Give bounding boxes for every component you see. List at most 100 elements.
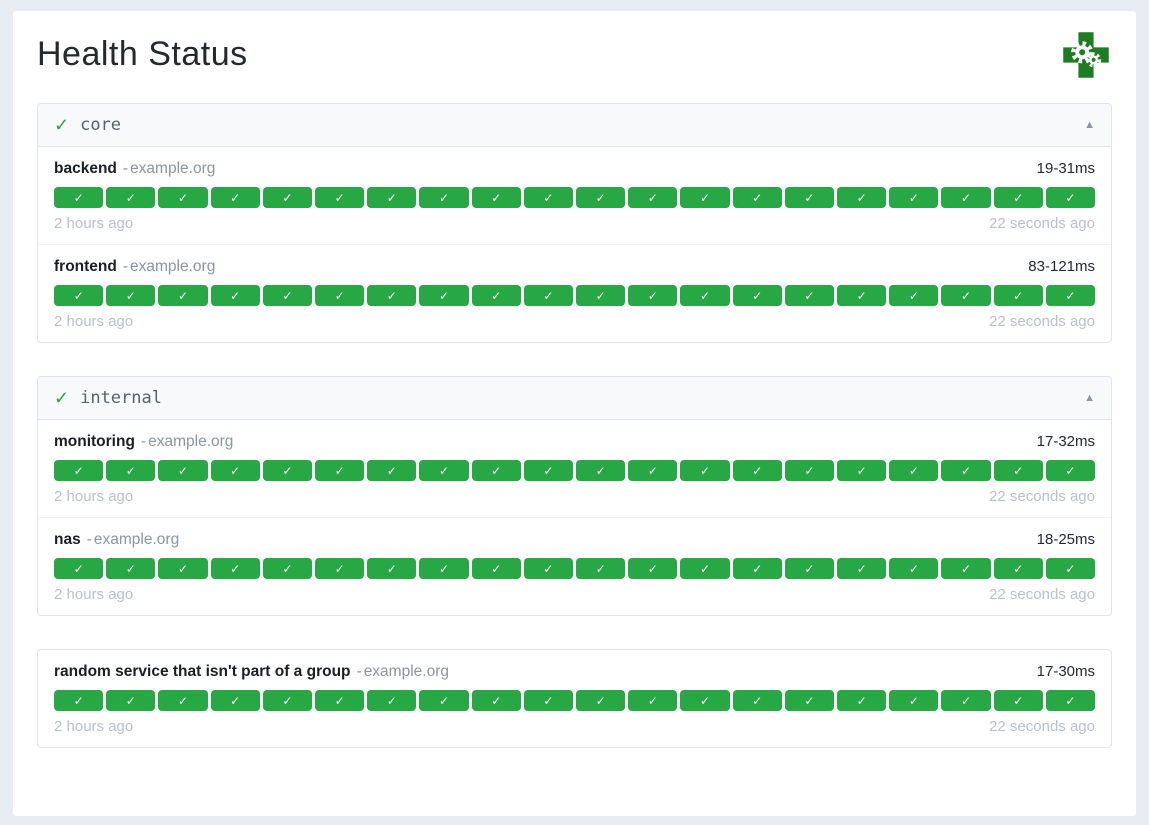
status-ok-badge[interactable]: ✓: [628, 558, 678, 579]
status-ok-badge[interactable]: ✓: [889, 285, 939, 306]
status-ok-badge[interactable]: ✓: [993, 690, 1043, 711]
status-ok-badge[interactable]: ✓: [732, 690, 782, 711]
status-ok-badge[interactable]: ✓: [419, 187, 469, 208]
status-ok-badge[interactable]: ✓: [1045, 690, 1096, 711]
status-ok-badge[interactable]: ✓: [889, 690, 939, 711]
status-ok-badge[interactable]: ✓: [941, 460, 991, 481]
status-ok-badge[interactable]: ✓: [576, 187, 626, 208]
status-ok-badge[interactable]: ✓: [54, 690, 104, 711]
group-header-core[interactable]: ✓ core ▲: [38, 104, 1111, 147]
status-ok-badge[interactable]: ✓: [315, 187, 365, 208]
status-ok-badge[interactable]: ✓: [367, 558, 417, 579]
endpoint-name-link[interactable]: backend: [54, 160, 117, 177]
status-ok-badge[interactable]: ✓: [837, 460, 887, 481]
status-ok-badge[interactable]: ✓: [471, 690, 521, 711]
status-ok-badge[interactable]: ✓: [419, 690, 469, 711]
status-ok-badge[interactable]: ✓: [419, 285, 469, 306]
status-ok-badge[interactable]: ✓: [315, 460, 365, 481]
status-ok-badge[interactable]: ✓: [1045, 285, 1096, 306]
status-ok-badge[interactable]: ✓: [993, 460, 1043, 481]
status-ok-badge[interactable]: ✓: [680, 460, 730, 481]
status-ok-badge[interactable]: ✓: [471, 187, 521, 208]
status-ok-badge[interactable]: ✓: [941, 285, 991, 306]
status-ok-badge[interactable]: ✓: [367, 460, 417, 481]
status-ok-badge[interactable]: ✓: [732, 460, 782, 481]
status-ok-badge[interactable]: ✓: [262, 558, 313, 579]
endpoint-name-link[interactable]: monitoring: [54, 433, 135, 450]
status-ok-badge[interactable]: ✓: [680, 187, 730, 208]
status-ok-badge[interactable]: ✓: [576, 285, 626, 306]
status-ok-badge[interactable]: ✓: [471, 558, 521, 579]
status-ok-badge[interactable]: ✓: [941, 690, 991, 711]
status-ok-badge[interactable]: ✓: [262, 285, 313, 306]
status-ok-badge[interactable]: ✓: [158, 558, 208, 579]
status-ok-badge[interactable]: ✓: [315, 285, 365, 306]
status-ok-badge[interactable]: ✓: [889, 460, 939, 481]
status-ok-badge[interactable]: ✓: [576, 460, 626, 481]
status-ok-badge[interactable]: ✓: [523, 690, 574, 711]
endpoint-name-link[interactable]: nas: [54, 531, 81, 548]
status-ok-badge[interactable]: ✓: [158, 690, 208, 711]
status-ok-badge[interactable]: ✓: [367, 690, 417, 711]
status-ok-badge[interactable]: ✓: [889, 558, 939, 579]
status-ok-badge[interactable]: ✓: [54, 187, 104, 208]
status-ok-badge[interactable]: ✓: [471, 285, 521, 306]
status-ok-badge[interactable]: ✓: [315, 690, 365, 711]
status-ok-badge[interactable]: ✓: [523, 187, 574, 208]
status-ok-badge[interactable]: ✓: [262, 690, 313, 711]
status-ok-badge[interactable]: ✓: [158, 187, 208, 208]
status-ok-badge[interactable]: ✓: [106, 285, 156, 306]
group-header-internal[interactable]: ✓ internal ▲: [38, 377, 1111, 420]
status-ok-badge[interactable]: ✓: [523, 460, 574, 481]
status-ok-badge[interactable]: ✓: [889, 187, 939, 208]
status-ok-badge[interactable]: ✓: [732, 187, 782, 208]
status-ok-badge[interactable]: ✓: [993, 285, 1043, 306]
status-ok-badge[interactable]: ✓: [576, 690, 626, 711]
status-ok-badge[interactable]: ✓: [628, 460, 678, 481]
status-ok-badge[interactable]: ✓: [419, 558, 469, 579]
status-ok-badge[interactable]: ✓: [210, 187, 260, 208]
status-ok-badge[interactable]: ✓: [1045, 187, 1096, 208]
endpoint-name-link[interactable]: random service that isn't part of a grou…: [54, 663, 351, 680]
status-ok-badge[interactable]: ✓: [106, 187, 156, 208]
status-ok-badge[interactable]: ✓: [262, 187, 313, 208]
status-ok-badge[interactable]: ✓: [523, 285, 574, 306]
status-ok-badge[interactable]: ✓: [680, 690, 730, 711]
status-ok-badge[interactable]: ✓: [367, 187, 417, 208]
endpoint-name-link[interactable]: frontend: [54, 258, 117, 275]
status-ok-badge[interactable]: ✓: [941, 187, 991, 208]
status-ok-badge[interactable]: ✓: [837, 558, 887, 579]
status-ok-badge[interactable]: ✓: [210, 558, 260, 579]
status-ok-badge[interactable]: ✓: [210, 285, 260, 306]
status-ok-badge[interactable]: ✓: [54, 558, 104, 579]
status-ok-badge[interactable]: ✓: [628, 285, 678, 306]
status-ok-badge[interactable]: ✓: [784, 285, 835, 306]
status-ok-badge[interactable]: ✓: [837, 690, 887, 711]
status-ok-badge[interactable]: ✓: [784, 558, 835, 579]
status-ok-badge[interactable]: ✓: [993, 558, 1043, 579]
status-ok-badge[interactable]: ✓: [784, 690, 835, 711]
status-ok-badge[interactable]: ✓: [993, 187, 1043, 208]
status-ok-badge[interactable]: ✓: [315, 558, 365, 579]
status-ok-badge[interactable]: ✓: [680, 285, 730, 306]
status-ok-badge[interactable]: ✓: [1045, 558, 1096, 579]
status-ok-badge[interactable]: ✓: [54, 460, 104, 481]
status-ok-badge[interactable]: ✓: [732, 558, 782, 579]
status-ok-badge[interactable]: ✓: [106, 460, 156, 481]
status-ok-badge[interactable]: ✓: [1045, 460, 1096, 481]
status-ok-badge[interactable]: ✓: [106, 558, 156, 579]
status-ok-badge[interactable]: ✓: [628, 187, 678, 208]
status-ok-badge[interactable]: ✓: [419, 460, 469, 481]
status-ok-badge[interactable]: ✓: [784, 187, 835, 208]
status-ok-badge[interactable]: ✓: [210, 690, 260, 711]
status-ok-badge[interactable]: ✓: [158, 460, 208, 481]
status-ok-badge[interactable]: ✓: [837, 187, 887, 208]
status-ok-badge[interactable]: ✓: [54, 285, 104, 306]
status-ok-badge[interactable]: ✓: [471, 460, 521, 481]
status-ok-badge[interactable]: ✓: [576, 558, 626, 579]
status-ok-badge[interactable]: ✓: [784, 460, 835, 481]
status-ok-badge[interactable]: ✓: [680, 558, 730, 579]
status-ok-badge[interactable]: ✓: [941, 558, 991, 579]
status-ok-badge[interactable]: ✓: [367, 285, 417, 306]
status-ok-badge[interactable]: ✓: [837, 285, 887, 306]
